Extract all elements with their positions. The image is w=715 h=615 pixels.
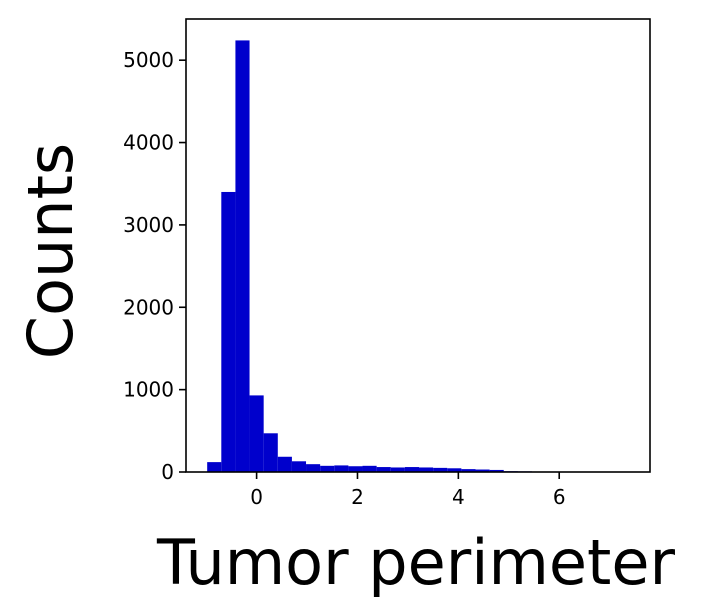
histogram-bar — [207, 462, 222, 472]
x-tick-label: 2 — [351, 485, 364, 509]
x-axis-ticks: 0 2 4 6 — [250, 472, 566, 509]
x-axis-label: Tumor perimeter — [156, 526, 675, 599]
histogram-bar — [235, 40, 250, 472]
histogram-bar — [306, 464, 321, 472]
histogram-bars — [207, 40, 631, 473]
histogram-bar — [362, 465, 377, 472]
histogram-bar — [447, 468, 462, 472]
y-tick-label: 2000 — [123, 295, 174, 319]
y-tick-label: 4000 — [123, 131, 174, 155]
histogram-bar — [489, 469, 504, 472]
y-axis-label: Counts — [14, 143, 87, 359]
histogram-bar — [404, 467, 420, 472]
histogram-bar — [461, 469, 476, 472]
histogram-bar — [376, 467, 391, 472]
histogram-bar — [221, 191, 236, 473]
y-tick-label: 0 — [161, 460, 174, 484]
plot-frame — [185, 18, 651, 473]
x-tick-label: 6 — [553, 485, 566, 509]
y-tick-label: 1000 — [123, 378, 174, 402]
histogram-bar — [390, 467, 405, 472]
histogram-bar — [320, 465, 335, 472]
histogram-bar — [249, 395, 264, 472]
y-tick-label: 5000 — [123, 48, 174, 72]
histogram-bar — [348, 466, 363, 472]
histogram-bar — [334, 465, 349, 472]
x-tick-label: 0 — [250, 485, 263, 509]
histogram-bar — [433, 467, 448, 472]
histogram-bar — [475, 469, 490, 472]
x-tick-label: 4 — [452, 485, 465, 509]
histogram-bar — [277, 456, 292, 472]
histogram-bar — [419, 467, 434, 472]
y-tick-label: 3000 — [123, 213, 174, 237]
histogram-bar — [291, 461, 307, 472]
histogram-bar — [263, 433, 278, 472]
y-axis-ticks: 0 1000 2000 3000 4000 5000 — [123, 48, 186, 484]
